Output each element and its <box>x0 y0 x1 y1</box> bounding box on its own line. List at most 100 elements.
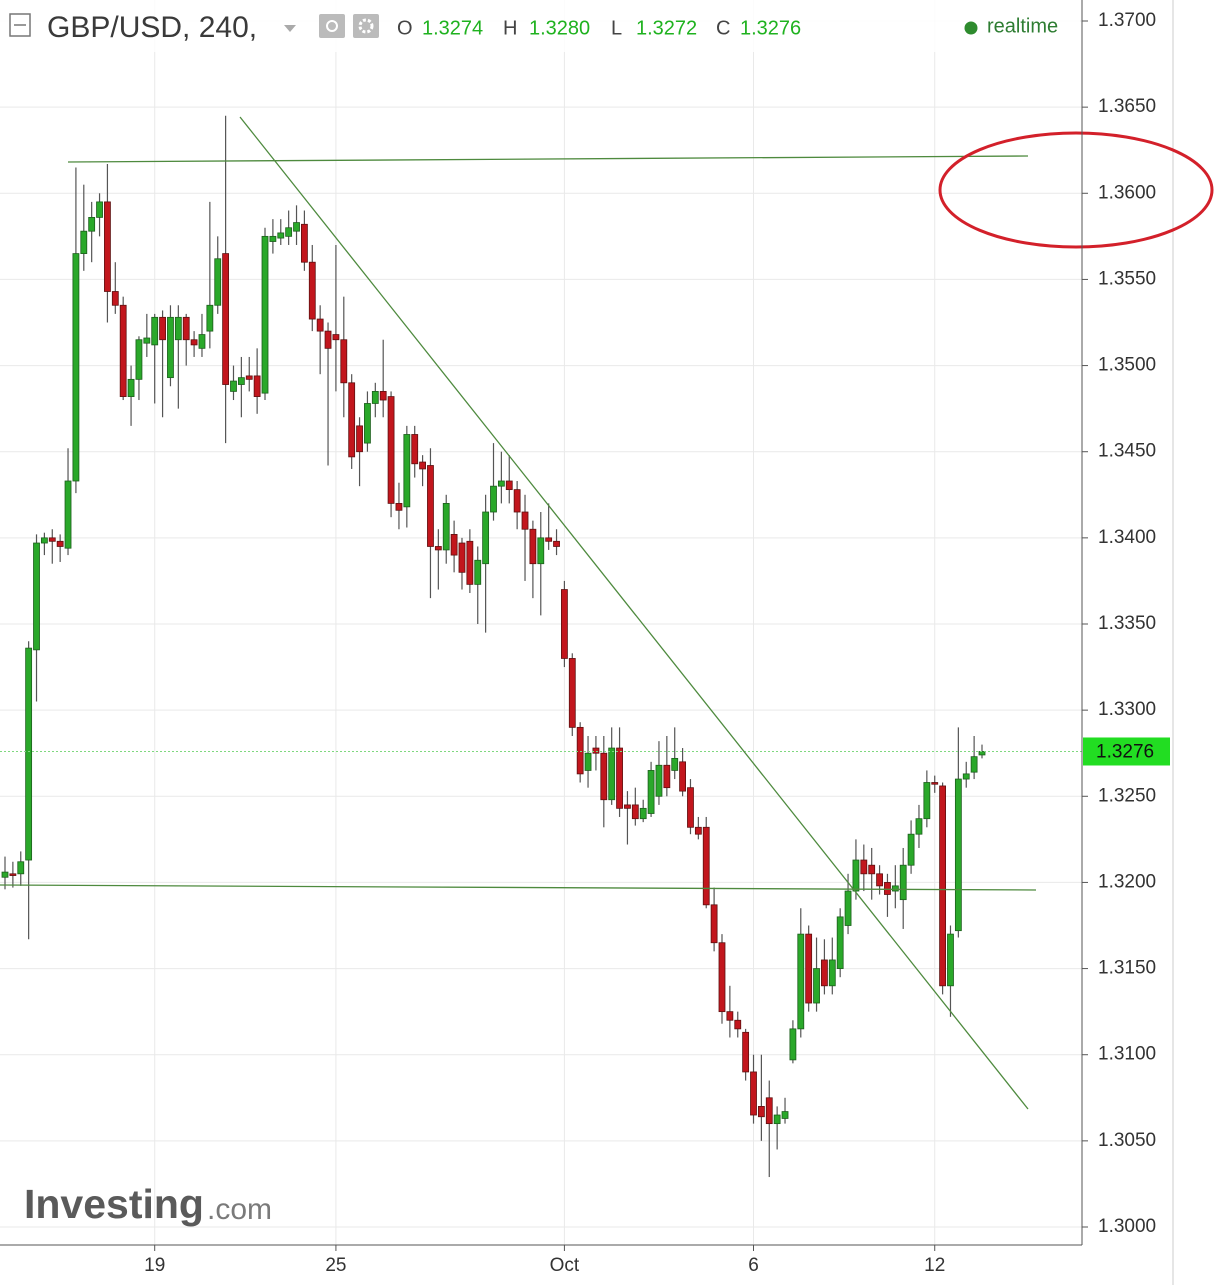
axes-labels: 1.3000 1.3050 1.3100 1.3150 1.3200 1.3250 1.33… <box>144 10 1170 1276</box>
candle-body <box>647 770 655 814</box>
candle-body <box>694 826 702 835</box>
candle-body <box>616 747 623 809</box>
candle-body <box>844 890 852 926</box>
x-tick-label: 25 <box>325 1255 346 1276</box>
candle-body <box>828 959 836 987</box>
candle-body <box>978 751 986 756</box>
collapse-icon[interactable] <box>9 13 31 37</box>
candle-body <box>663 764 671 789</box>
ohlc-key: O <box>397 17 413 39</box>
candle-body <box>576 726 584 775</box>
candle-body <box>931 782 939 785</box>
candle-body <box>687 787 694 828</box>
current-price-label: 1.3276 <box>1096 742 1154 763</box>
y-tick-label: 1.3250 <box>1098 785 1156 806</box>
candle-body <box>72 253 80 482</box>
candle-body <box>852 859 860 892</box>
candle-body <box>568 658 576 728</box>
candle-body <box>127 378 135 397</box>
candle-body <box>301 223 308 263</box>
candle-body <box>379 391 387 401</box>
candle-body <box>324 330 332 349</box>
candle-body <box>80 230 88 254</box>
candle-body <box>316 318 324 332</box>
candle-body <box>765 1097 773 1125</box>
dropdown-caret[interactable] <box>284 25 296 32</box>
candle-body <box>135 339 143 380</box>
candle-body <box>860 859 868 875</box>
candle-body <box>781 1111 789 1119</box>
candles <box>0 115 1082 1178</box>
candle-body <box>561 589 568 659</box>
candle-body <box>182 316 190 341</box>
candle-body <box>474 559 482 585</box>
candle-body <box>143 337 151 344</box>
trend-line <box>239 116 1029 1110</box>
candle-body <box>190 339 198 346</box>
candle-body <box>608 747 616 801</box>
ohlc-value: 1.3272 <box>636 17 697 39</box>
candle-body <box>348 382 356 458</box>
candle-body <box>356 425 363 453</box>
candle-body <box>111 291 119 306</box>
candle-body <box>159 316 166 341</box>
watermark-brand: Investing <box>24 1181 204 1227</box>
ohlc-value: 1.3276 <box>740 17 801 39</box>
candle-body <box>387 396 395 504</box>
candle-body <box>592 747 600 754</box>
candle-body <box>403 434 411 508</box>
candle-body <box>64 480 72 549</box>
candle-body <box>419 461 426 470</box>
candle-body <box>734 1019 742 1030</box>
candle-body <box>821 959 828 987</box>
x-tick-label: 6 <box>748 1255 759 1276</box>
y-tick-label: 1.3500 <box>1098 355 1156 376</box>
candle-body <box>285 227 293 237</box>
candle-body <box>230 380 237 392</box>
candle-body <box>813 968 820 1004</box>
candle-body <box>726 1011 734 1021</box>
candle-body <box>25 647 33 861</box>
ohlc-key: H <box>503 17 517 39</box>
candle-body <box>434 546 442 551</box>
candle-body <box>529 528 537 565</box>
eye-icon[interactable] <box>319 14 345 38</box>
trend-line <box>0 884 1037 891</box>
header-bg <box>0 0 1080 52</box>
settings-icon[interactable] <box>353 14 379 38</box>
candle-body <box>17 861 25 875</box>
candle-body <box>537 537 545 565</box>
candle-body <box>624 804 631 809</box>
candle-body <box>876 873 883 887</box>
candle-body <box>490 485 497 513</box>
candle-body <box>718 942 726 1013</box>
y-tick-label: 1.3700 <box>1098 10 1156 31</box>
candle-body <box>655 764 663 797</box>
candle-body <box>742 1031 750 1073</box>
candle-body <box>332 334 340 341</box>
candle-body <box>671 757 679 771</box>
status: realtime <box>987 15 1058 37</box>
x-tick-label: Oct <box>550 1255 580 1276</box>
candle-body <box>48 537 56 542</box>
candle-body <box>9 873 17 876</box>
candle-body <box>797 933 805 1030</box>
ohlc-value: 1.3280 <box>529 17 590 39</box>
candle-body <box>1 871 9 878</box>
trend-line <box>67 155 1029 163</box>
eye-icon-glyph <box>326 20 338 32</box>
candle-body <box>371 391 379 404</box>
candle-body <box>96 201 103 218</box>
candle-body <box>600 752 608 801</box>
candle-body <box>947 933 954 987</box>
candle-body <box>545 537 553 542</box>
y-tick-label: 1.3150 <box>1098 958 1156 979</box>
candle-body <box>773 1114 781 1125</box>
candle-body <box>340 339 348 384</box>
candle-body <box>757 1106 765 1118</box>
candle-body <box>868 864 876 875</box>
candle-body <box>962 773 970 780</box>
candle-body <box>119 304 127 397</box>
candle-body <box>40 537 48 544</box>
